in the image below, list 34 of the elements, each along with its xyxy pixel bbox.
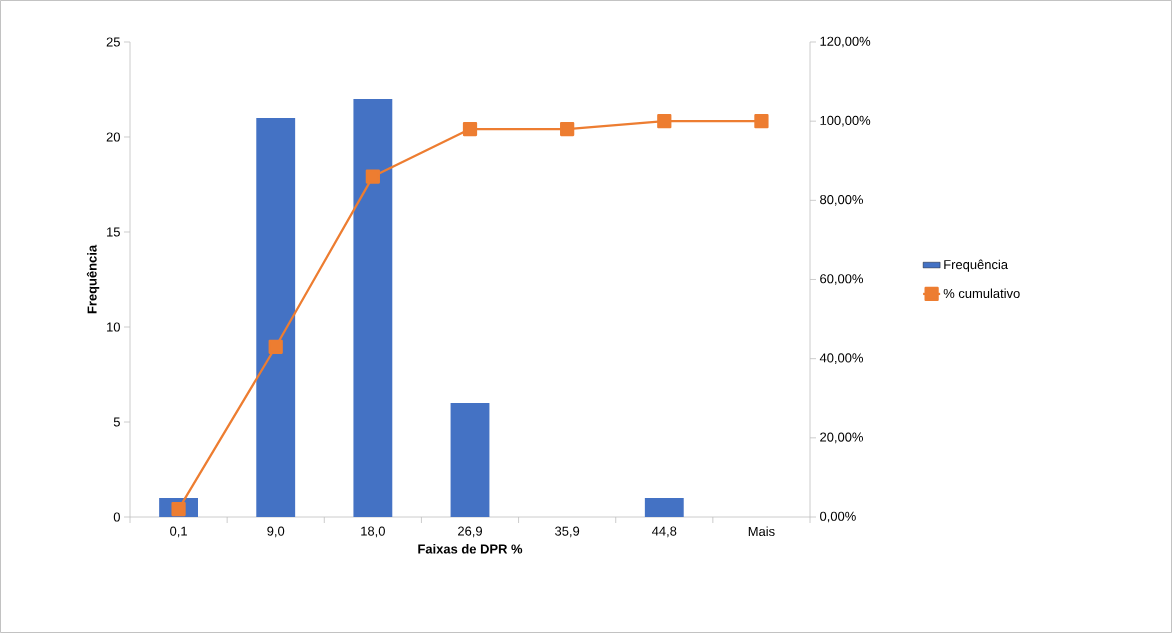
- legend-label: % cumulativo: [943, 288, 1020, 299]
- bar: [353, 99, 393, 517]
- x-tick-label: 9,0: [267, 526, 285, 538]
- point: [365, 169, 380, 184]
- x-tick-label: 0,1: [170, 526, 187, 538]
- bar: [256, 118, 296, 517]
- x-tick-label: 44,8: [651, 526, 677, 538]
- y2-tick-label: 80,00%: [820, 194, 863, 206]
- y2-tick-label: 100,00%: [820, 115, 871, 127]
- bar: [450, 403, 490, 517]
- y2-tick-label: 60,00%: [820, 274, 863, 285]
- x-tick-label: 26,9: [458, 526, 482, 538]
- x-tick-label: 35,9: [555, 526, 580, 538]
- y2-tick-label: 120,00%: [820, 36, 871, 48]
- bar: [644, 498, 684, 517]
- x-tick-label: 18,0: [361, 526, 385, 538]
- x-tick-label: Mais: [748, 526, 775, 537]
- point: [754, 114, 769, 129]
- y-tick-label: 20: [106, 132, 120, 142]
- point: [560, 121, 575, 137]
- y-tick-label: 10: [107, 322, 120, 332]
- x-axis-title: Faixas de DPR %: [418, 544, 523, 554]
- y-tick-label: 25: [106, 37, 120, 47]
- y-tick-label: 5: [113, 417, 120, 427]
- legend-label: Frequência: [944, 259, 1009, 272]
- point: [268, 339, 283, 354]
- y2-tick-label: 40,00%: [819, 353, 863, 365]
- y-axis-title: Frequência: [86, 244, 100, 314]
- y2-tick-label: 20,00%: [820, 432, 863, 444]
- y2-tick-label: 0,00%: [820, 511, 856, 523]
- y-tick-label: 15: [107, 227, 120, 237]
- point: [462, 121, 478, 137]
- point: [657, 114, 672, 129]
- y-tick-label: 0: [113, 512, 120, 522]
